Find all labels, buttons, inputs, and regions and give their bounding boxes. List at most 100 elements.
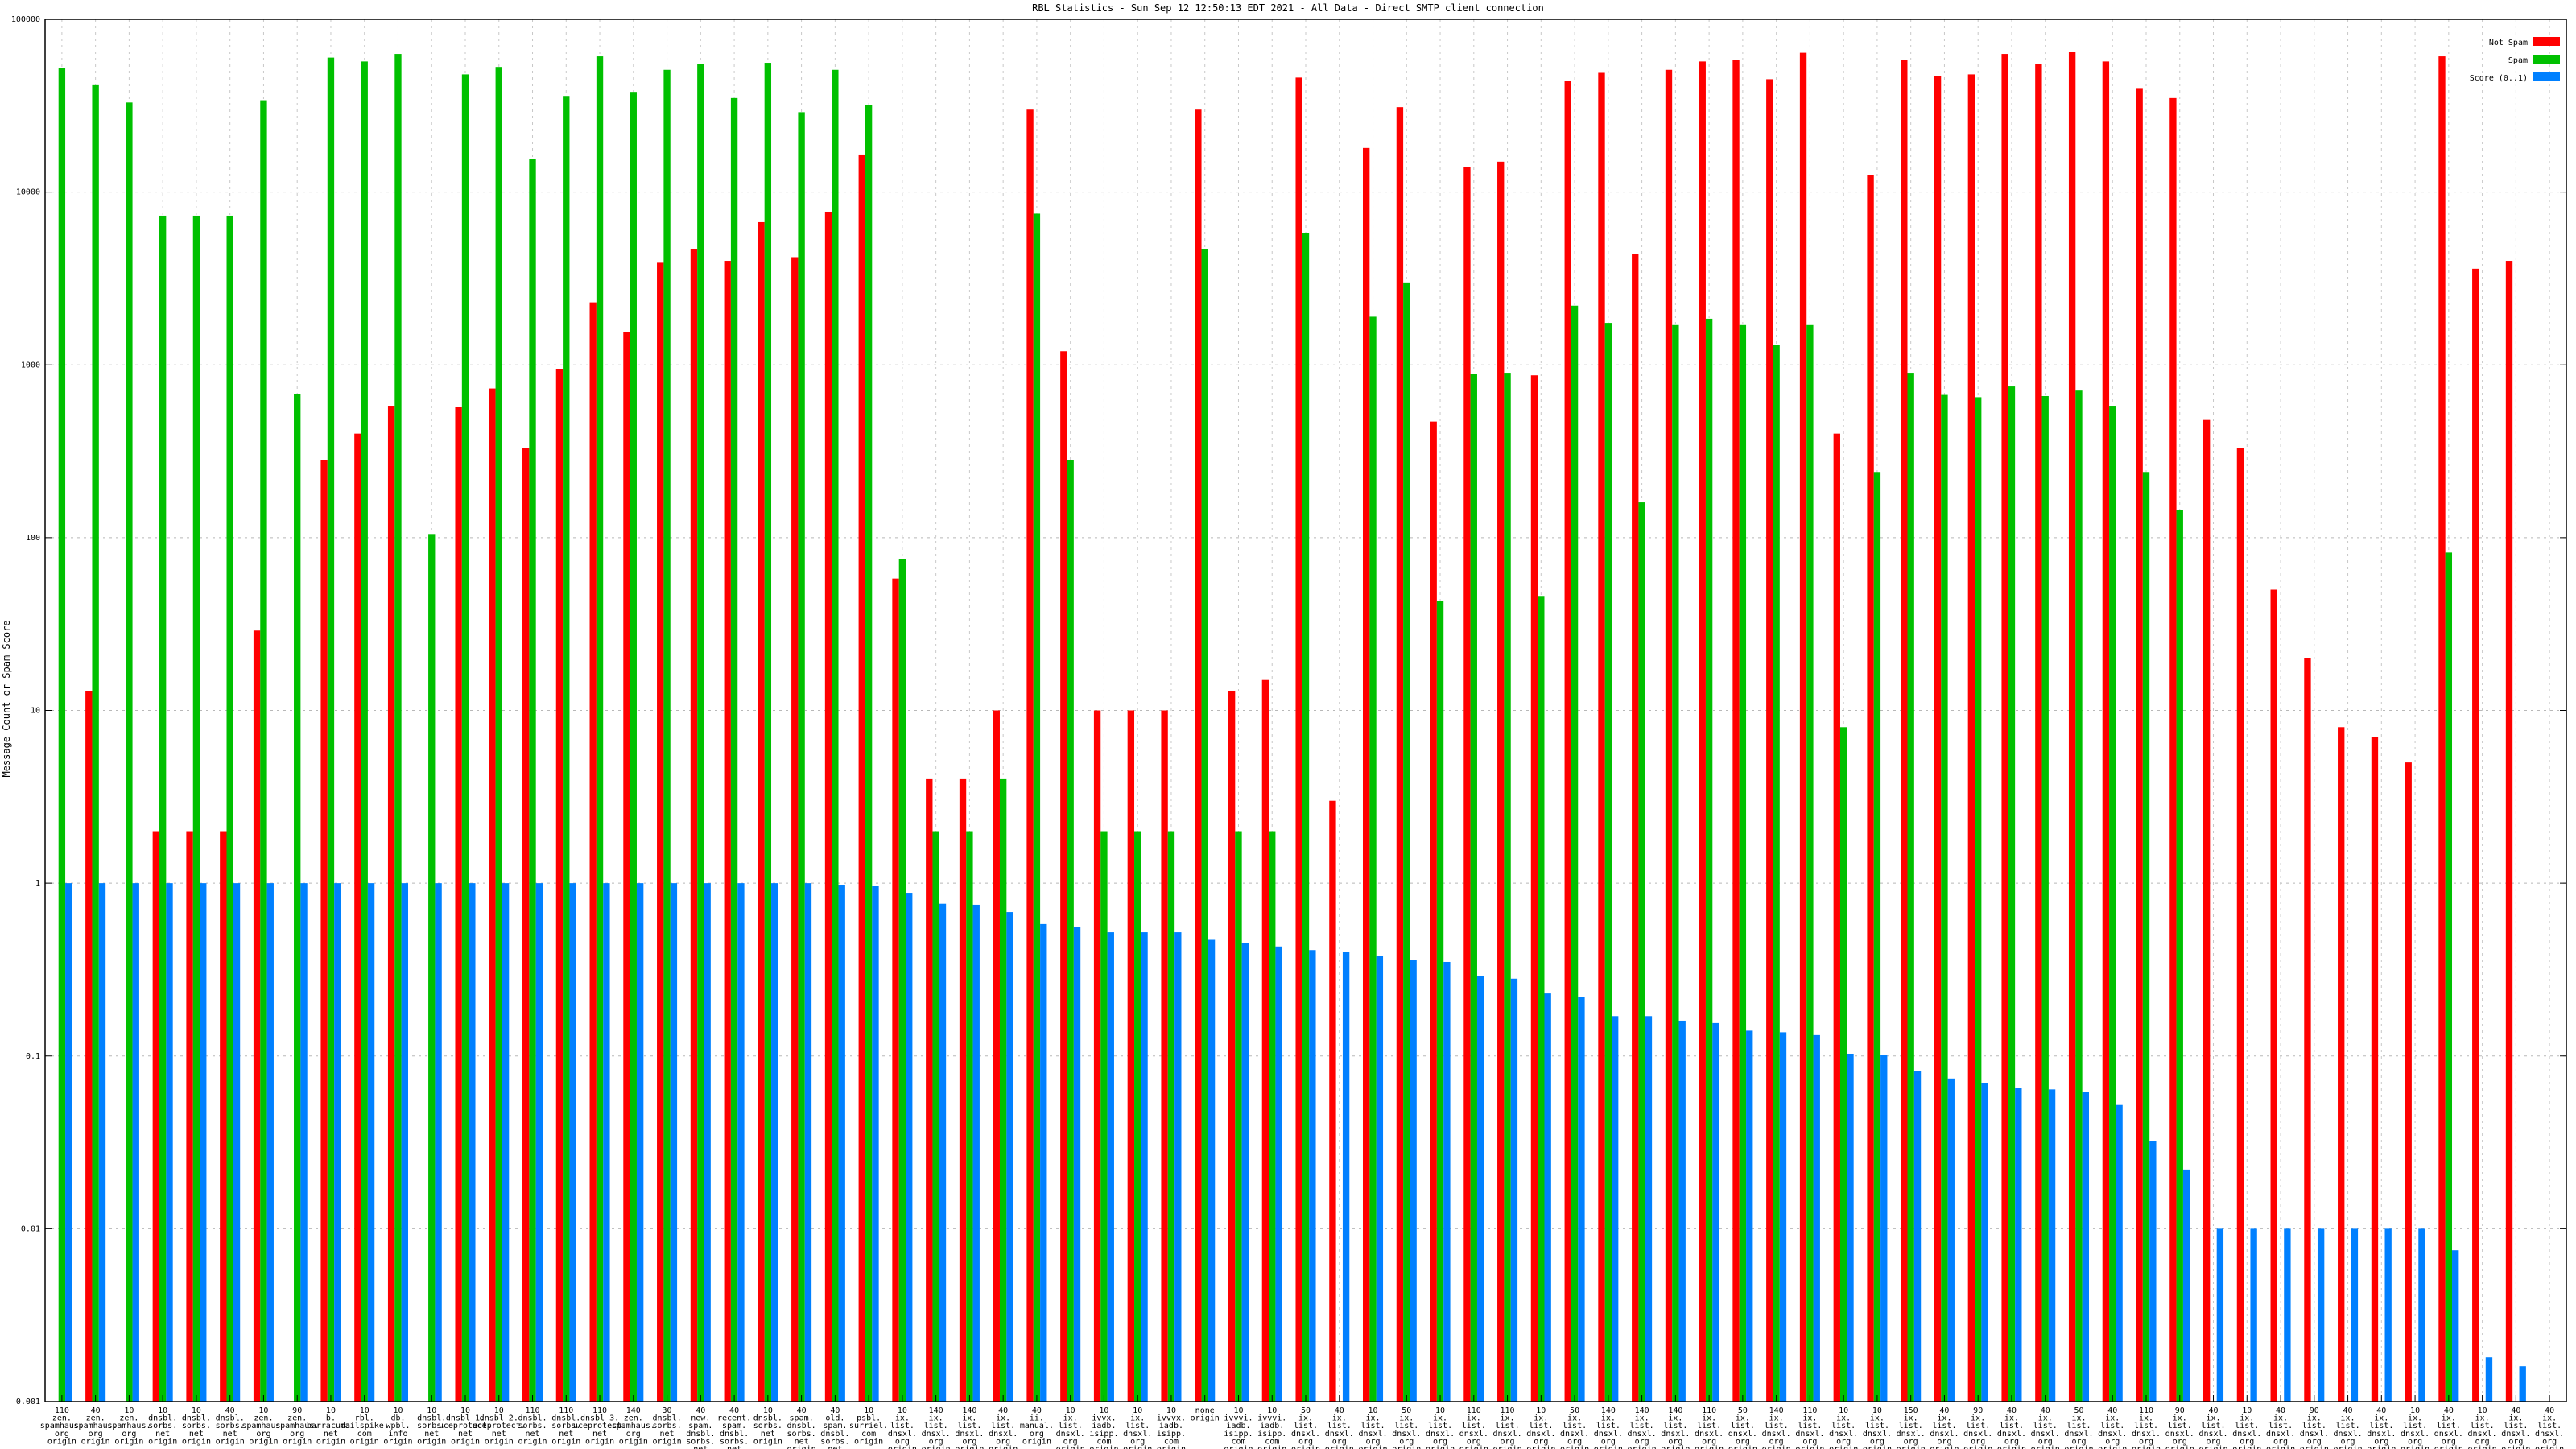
x-tick-label-line: 10 [2242, 1406, 2252, 1415]
x-tick-label-line: 110 [1702, 1406, 1716, 1415]
x-tick-label-line: com [357, 1430, 372, 1439]
x-tick-label-line: origin [1795, 1445, 1824, 1449]
bar-score-0-1 [1779, 1032, 1787, 1402]
x-tick-label-line: list. [1932, 1422, 1956, 1430]
bar-score-0-1 [1746, 1030, 1753, 1402]
x-tick-label-line: dnsxl. [1963, 1430, 1992, 1439]
bar-not-spam [1195, 109, 1202, 1402]
bar-score-0-1 [401, 883, 409, 1402]
bar-not-spam [2068, 52, 2076, 1402]
bar-spam [1167, 831, 1175, 1402]
bar-score-0-1 [1847, 1053, 1854, 1402]
x-tick-label-line: ix. [1534, 1414, 1548, 1423]
bar-spam [1975, 397, 1982, 1402]
x-tick-label-line: origin [47, 1437, 76, 1446]
x-tick-label-line: origin [619, 1437, 648, 1446]
bar-score-0-1 [670, 883, 678, 1402]
x-tick-label-line: wpbl. [386, 1422, 410, 1430]
x-tick-label-line: list. [1899, 1422, 1923, 1430]
bar-not-spam [555, 369, 564, 1402]
x-tick-label-line: 110 [1802, 1406, 1817, 1415]
x-tick-label-line: list. [2100, 1422, 2124, 1430]
x-tick-label-line: origin [81, 1437, 110, 1446]
x-tick-label-line: list. [2066, 1422, 2091, 1430]
x-tick-label-line: org [1802, 1437, 1817, 1446]
x-tick-label-line: 10 [1166, 1406, 1176, 1415]
x-tick-label: 110 dnsbl. sorbs. net origin [551, 1406, 580, 1446]
x-tick-label-line: org [1836, 1437, 1851, 1446]
x-tick-label-line: isipp. [1257, 1430, 1286, 1439]
bar-spam [529, 159, 536, 1402]
x-tick-label-line: dnsbl-2. [480, 1414, 518, 1423]
x-tick-label-line: dnsxl. [1695, 1430, 1724, 1439]
x-tick-label-line: dnsxl. [2501, 1430, 2530, 1439]
bar-spam [1806, 324, 1814, 1402]
x-tick-label-line: origin [249, 1437, 278, 1446]
x-tick-label-line: list. [2369, 1422, 2393, 1430]
x-tick-label-line: net [795, 1437, 809, 1446]
x-tick-label-line: dnsxl. [1728, 1430, 1757, 1439]
x-tick-label-line: list. [2000, 1422, 2024, 1430]
x-tick-label-line: 10 [2410, 1406, 2420, 1415]
x-tick-label-line: list. [1394, 1422, 1418, 1430]
bar-spam [495, 67, 502, 1402]
bar-not-spam [1329, 800, 1336, 1402]
x-tick-label-line: origin [1997, 1445, 2026, 1449]
x-tick-label-line: 10 [763, 1406, 773, 1415]
x-tick-label-line: dnsxl. [2367, 1430, 2396, 1439]
x-tick-label-line: com [1265, 1437, 1279, 1446]
x-tick-label-line: dnsxl. [1358, 1430, 1387, 1439]
x-tick-label-line: origin [1257, 1445, 1286, 1449]
x-tick-label-line: list. [2168, 1422, 2192, 1430]
bar-spam [999, 778, 1007, 1402]
x-tick-label-line: dnsxl. [1291, 1430, 1320, 1439]
x-tick-label-line: dnsxl. [1661, 1430, 1690, 1439]
x-tick-label-line: ix. [2475, 1414, 2490, 1423]
bar-score-0-1 [2317, 1228, 2325, 1402]
x-tick-label-line: origin [1829, 1445, 1858, 1449]
x-tick-label-line: manual. [1020, 1422, 1054, 1430]
x-tick-label-line: org [2071, 1437, 2086, 1446]
bar-spam [1604, 323, 1612, 1402]
bar-spam [2445, 552, 2453, 1402]
x-tick-label-line: 40 [2208, 1406, 2218, 1415]
bar-score-0-1 [838, 885, 845, 1402]
bar-score-0-1 [972, 904, 980, 1402]
x-tick-label-line: net [727, 1445, 741, 1449]
bar-not-spam [1497, 161, 1505, 1402]
x-tick-label-line: dnsbl. [787, 1422, 816, 1430]
x-tick-label-line: org [2240, 1437, 2254, 1446]
x-tick-label-line: org [1567, 1437, 1582, 1446]
bar-score-0-1 [2418, 1228, 2425, 1402]
x-tick-label-line: 10 [1872, 1406, 1882, 1415]
x-tick-label-line: barracuda. [307, 1422, 355, 1430]
x-tick-label-line: 40 [225, 1406, 235, 1415]
x-tick-label-line: dnsbl. [148, 1414, 177, 1423]
bar-score-0-1 [1107, 932, 1114, 1402]
x-tick-label-line: list. [2504, 1422, 2528, 1430]
x-tick-label-line: spam. [823, 1422, 847, 1430]
bar-spam [2176, 510, 2183, 1402]
bar-spam [966, 831, 973, 1402]
x-tick-label-line: origin [316, 1437, 345, 1446]
x-tick-label-line: 40 [830, 1406, 840, 1415]
bar-spam [1672, 324, 1679, 1402]
x-tick-label-line: dnsxl. [2132, 1430, 2161, 1439]
x-tick-label-line: ix. [1668, 1414, 1682, 1423]
x-tick-label-line: origin [1526, 1445, 1555, 1449]
bar-spam [865, 105, 873, 1402]
x-tick-label-line: org [1937, 1437, 1951, 1446]
bar-not-spam [1261, 679, 1269, 1402]
x-tick-label-line: dnsxl. [2266, 1430, 2295, 1439]
x-tick-label-line: spam. [790, 1414, 814, 1423]
